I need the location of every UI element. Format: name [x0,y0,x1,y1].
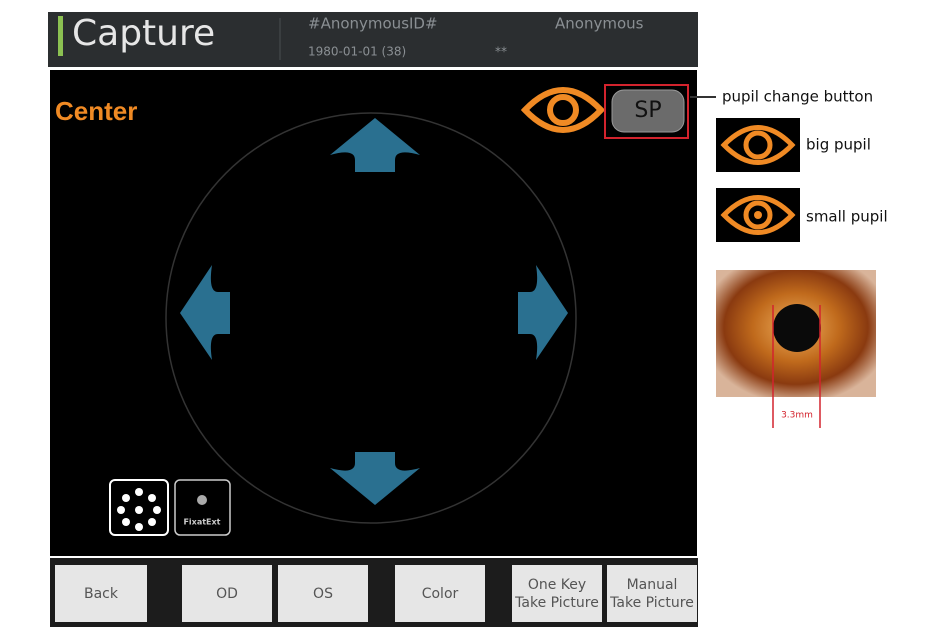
fixation-external[interactable] [175,480,230,535]
button[interactable] [607,565,697,622]
button-label: Manual [627,577,678,593]
button-label: OD [216,586,238,602]
small-pupil-dot [754,211,762,219]
pupil [773,304,821,352]
patient-id: #AnonymousID# [308,15,438,33]
fixation-label: FixatExt [183,518,220,527]
pupil-button-label: SP [634,98,661,123]
header-accent [58,16,63,56]
screen-title: Capture [72,13,215,54]
annotation-text: pupil change button [722,88,873,106]
annotation-text: small pupil [806,208,888,226]
mode-label: Center [55,96,137,126]
measure-label: 3.3mm [781,411,813,421]
birth-date: 1980-01-01 (38) [308,45,406,59]
button-label: One Key [528,577,586,593]
patient-name: Anonymous [555,15,644,33]
button-label: Back [84,586,119,602]
button-label: Take Picture [609,595,694,611]
fixation-dot [197,495,207,505]
screen: Capture #AnonymousID# Anonymous 1980-01-… [0,0,931,627]
button-label: Take Picture [514,595,599,611]
flag: ** [495,45,507,59]
button-label: OS [313,586,333,602]
button[interactable] [512,565,602,622]
annotation-text: big pupil [806,136,871,154]
button-label: Color [422,586,459,602]
